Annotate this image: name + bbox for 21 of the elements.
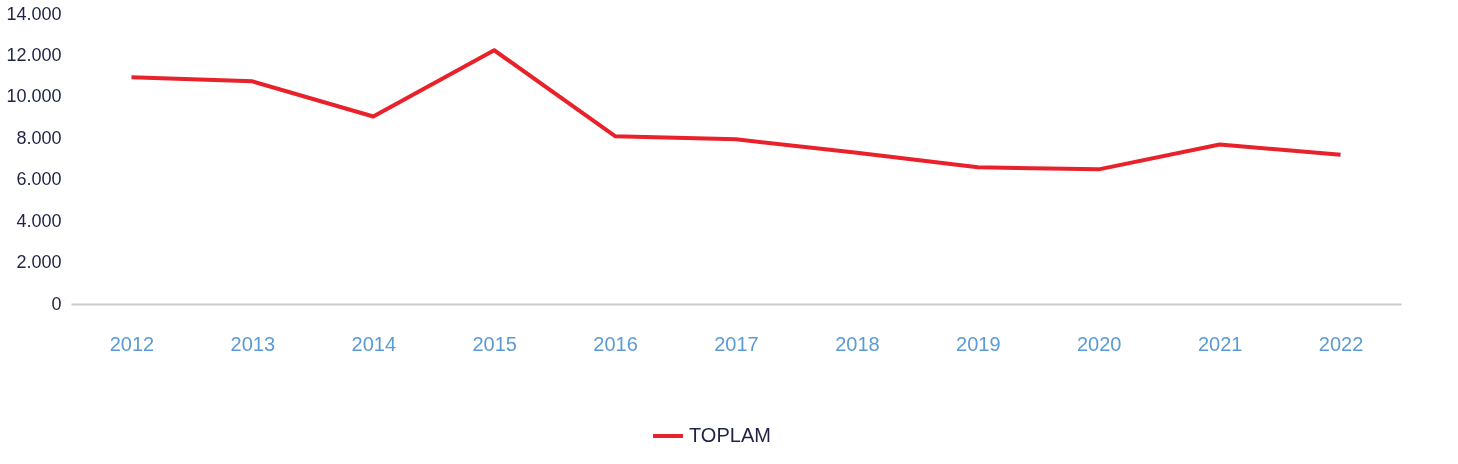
line-series — [129, 48, 1343, 172]
x-tick-label: 2018 — [835, 332, 880, 355]
y-tick-label: 12.000 — [6, 44, 62, 65]
x-tick-label: 2014 — [351, 332, 397, 355]
x-tick-label: 2016 — [593, 332, 638, 355]
y-tick-label: 2.000 — [16, 252, 62, 273]
y-tick-label: 14.000 — [6, 3, 62, 24]
y-tick-label: 8.000 — [16, 127, 62, 148]
y-tick-label: 0 — [51, 293, 62, 314]
y-tick-label: 6.000 — [16, 169, 62, 190]
x-tick-label: 2015 — [472, 332, 517, 355]
legend-label: TOPLAM — [689, 424, 771, 446]
x-tick-label: 2012 — [109, 332, 155, 355]
x-tick-label: 2019 — [956, 332, 1001, 355]
x-tick-label: 2022 — [1318, 332, 1364, 355]
x-tick-label: 2013 — [230, 332, 276, 355]
x-tick-label: 2017 — [714, 332, 759, 355]
x-tick-label: 2021 — [1197, 332, 1243, 355]
y-tick-label: 4.000 — [16, 210, 62, 231]
x-tick-label: 2020 — [1076, 332, 1122, 355]
y-tick-label: 10.000 — [6, 86, 62, 107]
